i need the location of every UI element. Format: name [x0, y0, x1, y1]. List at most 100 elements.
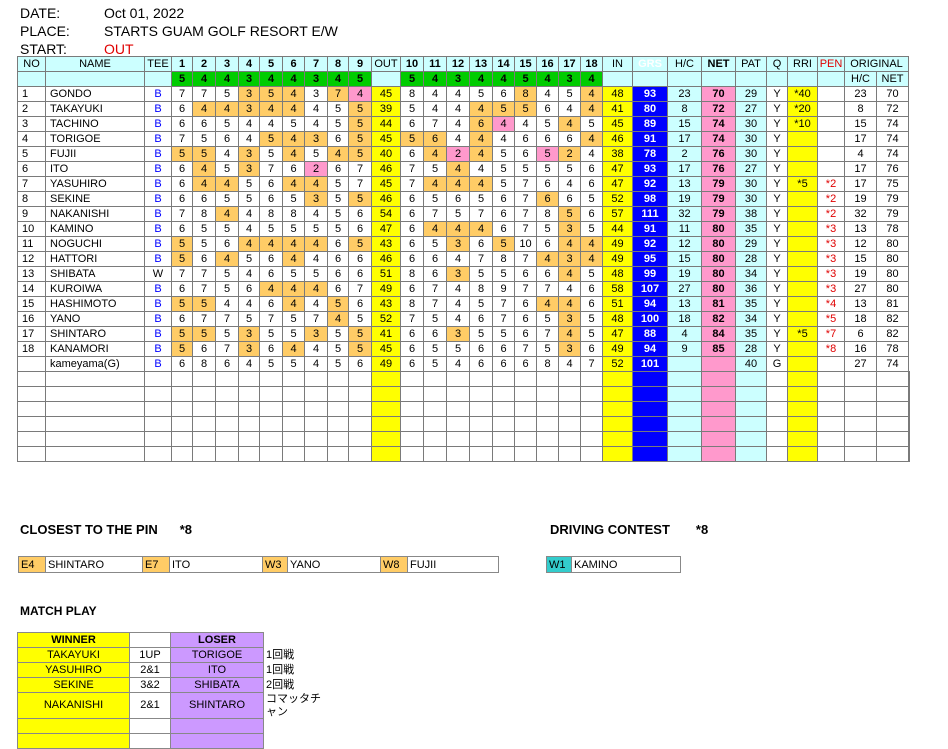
- empty-cell: [304, 416, 328, 432]
- empty-cell: [580, 431, 603, 447]
- original-hc: 13: [844, 221, 877, 237]
- empty-cell: [876, 401, 909, 417]
- hole-score: 5: [327, 116, 349, 132]
- hole-score: 4: [580, 146, 603, 162]
- net-score: 74: [701, 131, 736, 147]
- penalty: [817, 116, 845, 132]
- empty-cell: [817, 431, 845, 447]
- column-header: 13: [469, 56, 493, 72]
- penalty: [817, 161, 845, 177]
- hole-score: 5: [492, 326, 515, 342]
- empty-cell: [787, 401, 818, 417]
- empty-cell: [282, 446, 305, 462]
- empty-cell: [667, 71, 702, 87]
- hole-score: 7: [171, 131, 193, 147]
- hole-score: 6: [400, 206, 424, 222]
- empty-cell: [469, 431, 493, 447]
- hole-score: 4: [558, 266, 581, 282]
- empty-cell: [282, 416, 305, 432]
- hole-score: 6: [400, 116, 424, 132]
- hole-score: 7: [400, 161, 424, 177]
- par-cell: 4: [536, 71, 559, 87]
- empty-cell: [514, 416, 537, 432]
- hole-score: 7: [327, 86, 349, 102]
- original-net: 81: [876, 296, 909, 312]
- in-total: 41: [602, 101, 633, 117]
- column-header: 18: [580, 56, 603, 72]
- original-net: 72: [876, 101, 909, 117]
- empty-cell: [259, 386, 283, 402]
- original-net: 74: [876, 131, 909, 147]
- handicap: 13: [667, 296, 702, 312]
- empty-cell: [701, 446, 736, 462]
- player-row: 7 YASUHIRO B 6 4 4 5 6 4 4 5 7 45 7 4 4 4 5 7 6 4 6 47 92 13 79 30…: [17, 176, 910, 192]
- player-name: HASHIMOTO: [45, 296, 145, 312]
- original-hc: 27: [844, 281, 877, 297]
- hole-score: 6: [192, 116, 216, 132]
- empty-cell: [908, 416, 910, 432]
- empty-cell: [215, 446, 239, 462]
- column-header: 12: [446, 56, 470, 72]
- winner-name: [17, 733, 130, 749]
- hole-score: 6: [400, 356, 424, 372]
- closest-name: YANO: [287, 556, 381, 573]
- in-total: 49: [602, 251, 633, 267]
- hole-score: 5: [446, 341, 470, 357]
- out-total: 46: [371, 161, 401, 177]
- qualifier: Y: [766, 296, 788, 312]
- handicap: 13: [667, 176, 702, 192]
- empty-cell: [632, 431, 668, 447]
- net-score: 72: [701, 101, 736, 117]
- hole-score: 5: [215, 161, 239, 177]
- hole-score: 5: [192, 221, 216, 237]
- hole-score: 5: [238, 176, 260, 192]
- par-cell: 5: [171, 71, 193, 87]
- net-score: 79: [701, 191, 736, 207]
- empty-cell: [215, 416, 239, 432]
- original-net: 82: [876, 326, 909, 342]
- hole-score: 8: [400, 86, 424, 102]
- hole-score: 5: [400, 101, 424, 117]
- hole-score: 4: [348, 86, 372, 102]
- hole-score: 6: [492, 86, 515, 102]
- hole-score: 6: [514, 296, 537, 312]
- hole-score: 5: [536, 116, 559, 132]
- in-total: 48: [602, 311, 633, 327]
- empty-cell: [602, 431, 633, 447]
- rri-value: [787, 296, 818, 312]
- putts: 38: [735, 206, 767, 222]
- tee-cell: B: [144, 191, 172, 207]
- empty-cell: [259, 371, 283, 387]
- player-name: ITO: [45, 161, 145, 177]
- gross-score: 92: [632, 236, 668, 252]
- original-hc: 23: [844, 86, 877, 102]
- hole-score: 4: [282, 176, 305, 192]
- hole-score: 4: [215, 146, 239, 162]
- player-no: 8: [17, 191, 46, 207]
- out-total: 49: [371, 281, 401, 297]
- empty-cell: [735, 416, 767, 432]
- column-header: 8: [327, 56, 349, 72]
- hole-score: 7: [348, 176, 372, 192]
- out-total: 43: [371, 236, 401, 252]
- column-header: NET: [701, 56, 736, 72]
- column-header: OUT: [371, 56, 401, 72]
- player-name: FUJII: [45, 146, 145, 162]
- hole-score: 3: [238, 101, 260, 117]
- hole-score: 5: [400, 131, 424, 147]
- par-cell: 4: [327, 71, 349, 87]
- hole-score: 6: [327, 236, 349, 252]
- match-row: YASUHIRO 2&1 ITO 1回戦: [17, 662, 324, 678]
- empty-cell: [602, 446, 633, 462]
- hole-score: 5: [348, 326, 372, 342]
- empty-cell: [423, 371, 447, 387]
- original-net: 80: [876, 236, 909, 252]
- original-net: 70: [876, 86, 909, 102]
- empty-cell: [446, 446, 470, 462]
- column-header: 11: [423, 56, 447, 72]
- hole-score: 5: [327, 296, 349, 312]
- hole-score: 4: [446, 281, 470, 297]
- empty-cell: [701, 386, 736, 402]
- hole-score: 7: [192, 281, 216, 297]
- empty-cell: [558, 386, 581, 402]
